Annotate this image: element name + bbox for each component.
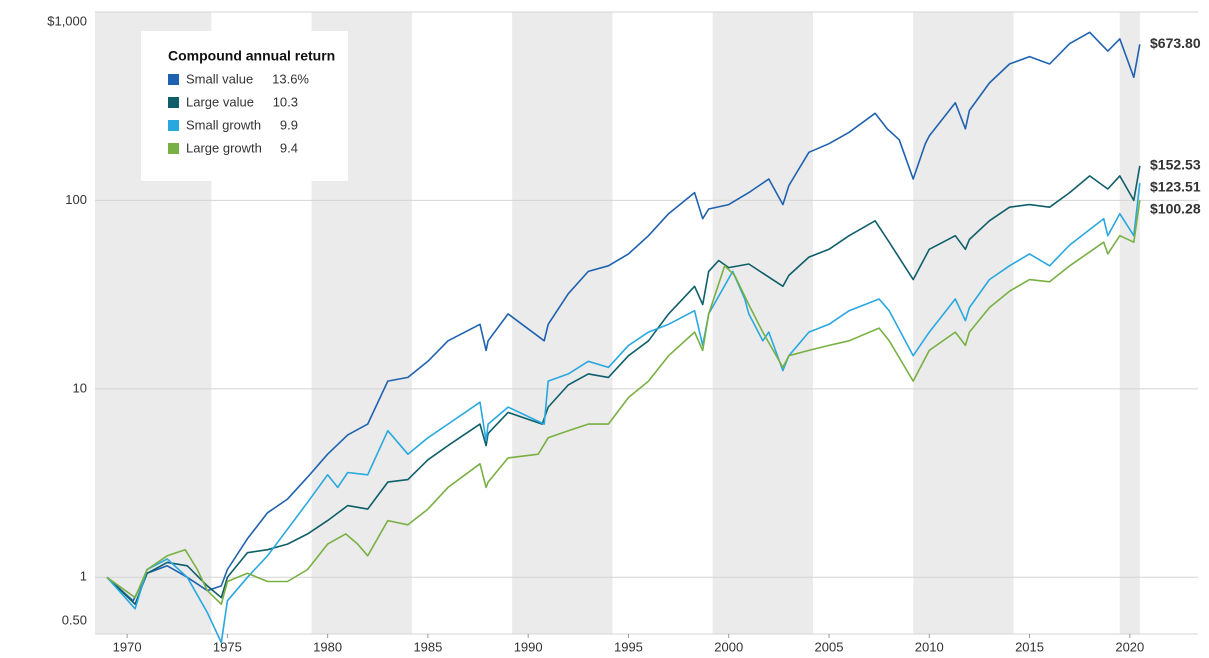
end-label: $673.80 xyxy=(1150,35,1201,51)
legend-label: Small growth xyxy=(186,117,261,132)
series-line xyxy=(106,200,1141,605)
x-tick-label: 1980 xyxy=(313,639,342,654)
x-tick-label: 1970 xyxy=(113,639,142,654)
legend-return: 10.3 xyxy=(273,94,298,109)
y-tick-label: 1 xyxy=(80,569,87,584)
legend-return: 9.9 xyxy=(280,117,298,132)
series-line xyxy=(106,165,1141,605)
y-tick-label: 0.50 xyxy=(62,612,87,627)
end-label: $152.53 xyxy=(1150,157,1201,173)
legend-swatch xyxy=(168,120,179,131)
x-tick-label: 2005 xyxy=(815,639,844,654)
legend-swatch xyxy=(168,143,179,154)
series-line xyxy=(106,183,1141,644)
legend-label: Large growth xyxy=(186,140,262,155)
legend-swatch xyxy=(168,97,179,108)
x-tick-label: 1995 xyxy=(614,639,643,654)
x-tick-label: 2010 xyxy=(915,639,944,654)
legend-label: Small value xyxy=(186,71,253,86)
shaded-band xyxy=(1119,12,1140,634)
x-tick-label: 2015 xyxy=(1015,639,1044,654)
y-tick-label: 100 xyxy=(65,192,87,207)
legend-swatch xyxy=(168,74,179,85)
legend-title: Compound annual return xyxy=(168,48,335,64)
x-tick-label: 1990 xyxy=(514,639,543,654)
x-tick-label: 1975 xyxy=(213,639,242,654)
y-tick-label: 10 xyxy=(73,380,87,395)
legend-return: 9.4 xyxy=(280,140,298,155)
x-tick-label: 2000 xyxy=(714,639,743,654)
shaded-band xyxy=(712,12,813,634)
end-label: $123.51 xyxy=(1150,179,1201,195)
y-tick-label: $1,000 xyxy=(47,13,87,28)
end-label: $100.28 xyxy=(1150,201,1201,217)
series-line xyxy=(106,31,1141,602)
legend-return: 13.6% xyxy=(272,71,309,86)
x-tick-label: 2020 xyxy=(1115,639,1144,654)
shaded-band xyxy=(512,12,613,634)
shaded-band xyxy=(913,12,1014,634)
x-tick-label: 1985 xyxy=(413,639,442,654)
legend-label: Large value xyxy=(186,94,254,109)
